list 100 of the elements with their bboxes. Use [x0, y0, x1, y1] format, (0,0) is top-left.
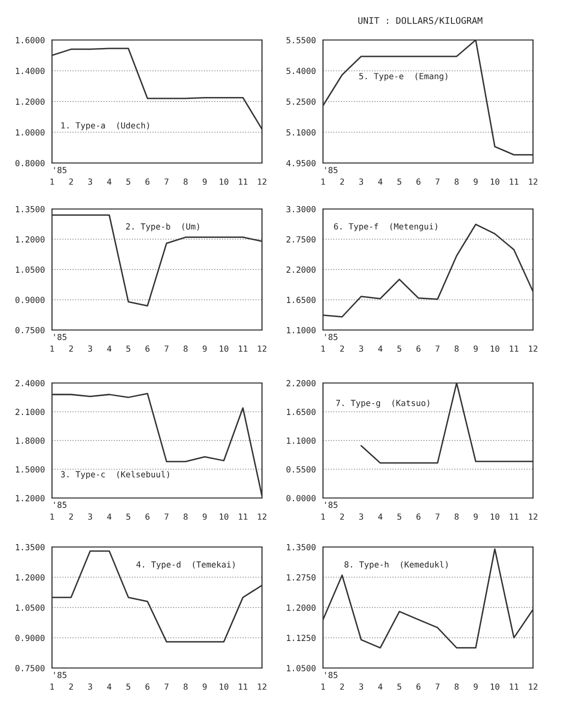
x-tick-label: 9: [202, 683, 207, 690]
x-tick-label: 3: [359, 513, 364, 520]
y-tick-label: 1.4000: [16, 68, 45, 74]
y-tick-label: 1.2000: [16, 574, 45, 581]
y-tick-label: 3.3000: [286, 206, 316, 212]
x-tick-label: 12: [528, 345, 538, 352]
y-tick-label: 1.3500: [16, 206, 45, 212]
y-tick-label: 1.8000: [16, 438, 45, 444]
x-tick-label: 5: [397, 346, 402, 352]
x-tick-label: 7: [164, 346, 168, 352]
x-tick-label: 2: [340, 178, 344, 185]
x-tick-label: 5: [126, 346, 130, 352]
text: 3. Type-c (Kelsebuul): [60, 470, 170, 480]
text: '85: [325, 672, 338, 678]
y-tick-label: 1.6500: [286, 408, 316, 416]
y-tick-label: 5.4000: [286, 68, 316, 74]
x-tick-label: 7: [436, 514, 440, 520]
x-tick-label: 6: [416, 513, 420, 520]
x-tick-label: 9: [474, 345, 478, 352]
x-tick-label: 4: [107, 514, 112, 520]
x-tick-label: 12: [528, 683, 538, 690]
y-tick-label: 1.1000: [286, 438, 316, 444]
x-tick-label: 11: [510, 346, 518, 352]
x-tick-label: 1: [50, 514, 54, 520]
y-tick-label: 0.7500: [15, 327, 45, 334]
x-tick-label: 10: [490, 345, 500, 352]
x-tick-label: 3: [359, 178, 364, 185]
x-tick-label: 3: [88, 683, 92, 690]
y-tick-label: 0.0000: [286, 495, 316, 502]
text: 5. Type-e (Emang): [359, 72, 448, 81]
x-tick-label: 1: [50, 684, 54, 690]
text: 4. Type-d (Temekai): [136, 561, 235, 570]
y-tick-label: 5.2500: [286, 98, 316, 105]
text: '85: [325, 502, 338, 508]
y-tick-label: 0.9000: [15, 296, 45, 304]
text: '85: [54, 502, 66, 508]
x-tick-label: 9: [474, 178, 478, 185]
text: 7. Type-g (Katsuo): [336, 400, 430, 408]
x-tick-label: 9: [202, 178, 207, 185]
text: 6. Type-f (Metengui): [334, 223, 438, 232]
x-tick-label: 4: [107, 684, 112, 690]
x-tick-label: 8: [184, 345, 188, 352]
y-tick-label: 5.1000: [286, 129, 316, 136]
y-tick-label: 1.1000: [286, 327, 316, 334]
x-tick-label: 3: [88, 513, 92, 520]
x-tick-label: 6: [145, 345, 150, 352]
x-tick-label: 9: [474, 513, 478, 520]
x-tick-label: 6: [416, 178, 420, 185]
y-tick-label: 1.2000: [286, 604, 316, 611]
y-tick-label: 0.5500: [286, 466, 316, 473]
y-tick-label: 1.1250: [286, 634, 316, 642]
x-tick-label: 10: [220, 345, 228, 352]
x-tick-label: 4: [378, 514, 382, 520]
x-tick-label: 7: [164, 514, 168, 520]
text: '85: [325, 166, 338, 174]
x-tick-label: 7: [436, 684, 440, 690]
x-tick-label: 8: [184, 683, 188, 690]
x-tick-label: 7: [164, 684, 168, 690]
x-tick-label: 7: [436, 346, 440, 352]
text: '85: [325, 334, 338, 340]
x-tick-label: 5: [126, 178, 130, 185]
x-tick-label: 11: [238, 514, 248, 520]
x-tick-label: 10: [490, 683, 500, 690]
x-tick-label: 11: [238, 684, 248, 690]
x-tick-label: 1: [321, 346, 325, 352]
y-tick-label: 1.5000: [16, 466, 45, 473]
x-tick-label: 11: [238, 346, 248, 352]
x-tick-label: 1: [321, 514, 325, 520]
x-tick-label: 9: [202, 345, 207, 352]
y-tick-label: 1.0500: [16, 266, 45, 273]
x-tick-label: 10: [490, 513, 500, 520]
x-tick-label: 2: [340, 513, 344, 520]
text: 1. Type-a (Udech): [61, 122, 149, 130]
x-tick-label: 10: [220, 513, 228, 520]
x-tick-label: 4: [378, 684, 382, 690]
x-tick-label: 2: [340, 683, 344, 690]
x-tick-label: 1: [50, 346, 54, 352]
x-tick-label: 2: [340, 345, 344, 352]
x-tick-label: 10: [220, 683, 228, 690]
y-tick-label: 2.4000: [16, 380, 45, 386]
x-tick-label: 3: [88, 178, 92, 185]
y-tick-label: 1.2750: [286, 574, 316, 581]
x-tick-label: 11: [510, 178, 518, 185]
x-tick-label: 6: [145, 683, 150, 690]
x-tick-label: 12: [528, 178, 538, 185]
x-tick-label: 8: [454, 683, 459, 690]
x-tick-label: 6: [145, 178, 150, 185]
text: '85: [54, 672, 66, 678]
y-tick-label: 1.2000: [16, 236, 45, 243]
x-tick-label: 5: [397, 178, 402, 185]
x-tick-label: 9: [474, 683, 478, 690]
y-tick-label: 2.1000: [16, 408, 45, 416]
text: 8. Type-h (Kemedukl): [344, 561, 448, 570]
text: 2. Type-b (Um): [126, 223, 200, 232]
x-tick-label: 5: [126, 684, 130, 690]
y-tick-label: 1.2000: [16, 98, 45, 105]
x-tick-label: 4: [107, 346, 112, 352]
y-tick-label: 1.0500: [286, 665, 316, 672]
x-tick-label: 3: [359, 683, 364, 690]
x-tick-label: 7: [436, 178, 440, 185]
